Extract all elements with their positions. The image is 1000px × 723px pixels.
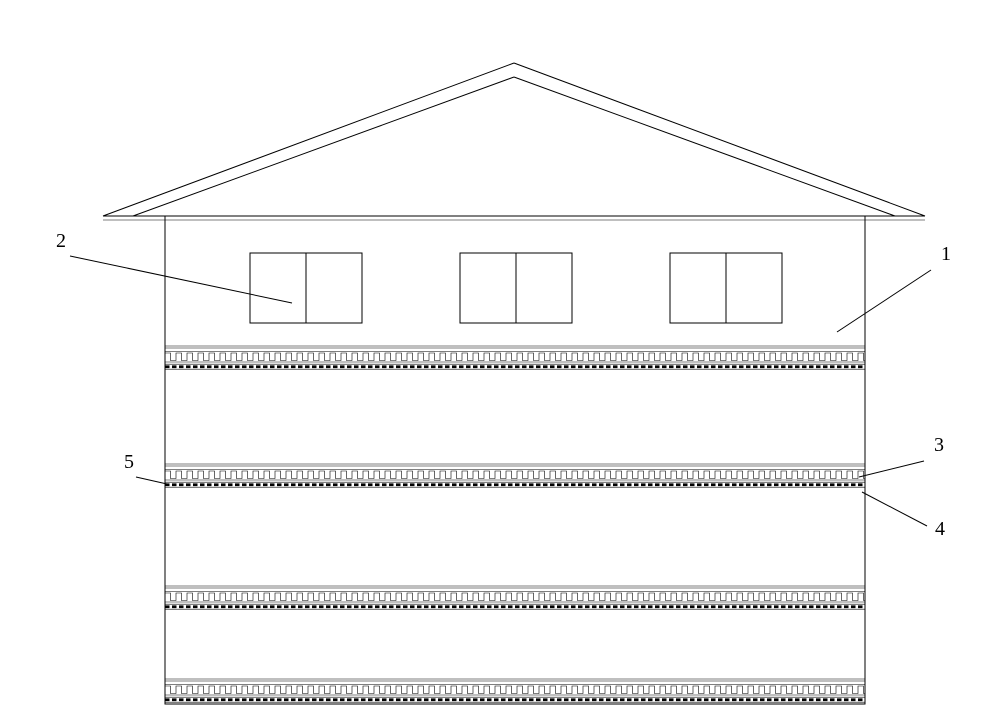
window-2 xyxy=(460,253,572,323)
callout-3 xyxy=(859,461,924,477)
callout-label-4: 4 xyxy=(935,518,945,540)
callouts xyxy=(70,256,931,526)
floor-band-4 xyxy=(165,679,865,702)
callout-label-5: 5 xyxy=(124,451,134,473)
windows xyxy=(250,253,782,323)
roof xyxy=(103,63,925,220)
callout-label-1: 1 xyxy=(941,243,951,265)
window-1 xyxy=(250,253,362,323)
callout-4 xyxy=(862,492,927,526)
callout-label-2: 2 xyxy=(56,230,66,252)
diagram-canvas: 1 2 3 4 5 xyxy=(0,0,1000,723)
floor-band-2 xyxy=(165,464,865,487)
building-body xyxy=(165,216,865,704)
floor-bands xyxy=(165,346,865,702)
floor-band-1 xyxy=(165,346,865,369)
callout-2 xyxy=(70,256,292,303)
callout-5 xyxy=(136,477,167,484)
callout-1 xyxy=(837,270,931,332)
callout-label-3: 3 xyxy=(934,434,944,456)
window-3 xyxy=(670,253,782,323)
floor-band-3 xyxy=(165,586,865,609)
